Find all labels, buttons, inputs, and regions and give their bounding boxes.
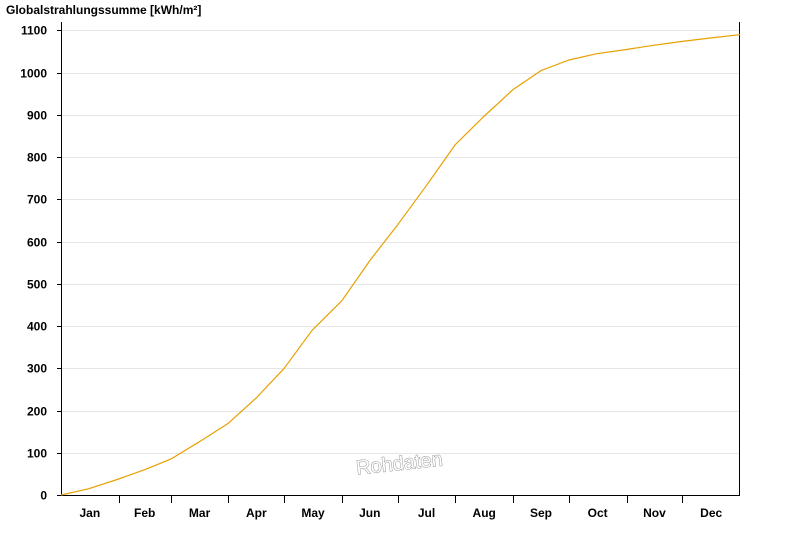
x-tick-label: Oct xyxy=(588,506,608,520)
y-tick-label: 700 xyxy=(27,193,47,207)
x-tick-label: Jul xyxy=(418,506,435,520)
y-tick-label: 200 xyxy=(27,405,47,419)
y-tick-label: 0 xyxy=(40,489,47,503)
x-tick-label: Sep xyxy=(530,506,552,520)
grid-lines xyxy=(61,30,740,454)
axes xyxy=(61,22,740,496)
y-tick-label: 100 xyxy=(27,447,47,461)
x-tick-label: Jan xyxy=(79,506,100,520)
x-tick-label: Mar xyxy=(189,506,211,520)
y-tick-label: 900 xyxy=(27,109,47,123)
ticks: 0 100 200 300 400 500 600 700 800 900 1000 1100 Jan F… xyxy=(20,24,722,521)
x-tick-label: Feb xyxy=(134,506,155,520)
y-tick-label: 400 xyxy=(27,320,47,334)
x-tick-label: Aug xyxy=(473,506,496,520)
y-tick-label: 500 xyxy=(27,278,47,292)
y-tick-label: 600 xyxy=(27,236,47,250)
series-line xyxy=(60,34,741,496)
x-tick-label: Nov xyxy=(643,506,666,520)
series-layer xyxy=(60,34,741,496)
x-tick-label: Apr xyxy=(246,506,267,520)
x-tick-label: Dec xyxy=(700,506,722,520)
y-tick-label: 300 xyxy=(27,362,47,376)
y-tick-label: 1100 xyxy=(21,24,47,38)
y-tick-label: 1000 xyxy=(20,67,47,81)
x-tick-label: May xyxy=(301,506,325,520)
y-axis-label: Globalstrahlungssumme [kWh/m²] xyxy=(6,3,201,17)
y-tick-label: 800 xyxy=(27,151,47,165)
x-tick-label: Jun xyxy=(359,506,380,520)
